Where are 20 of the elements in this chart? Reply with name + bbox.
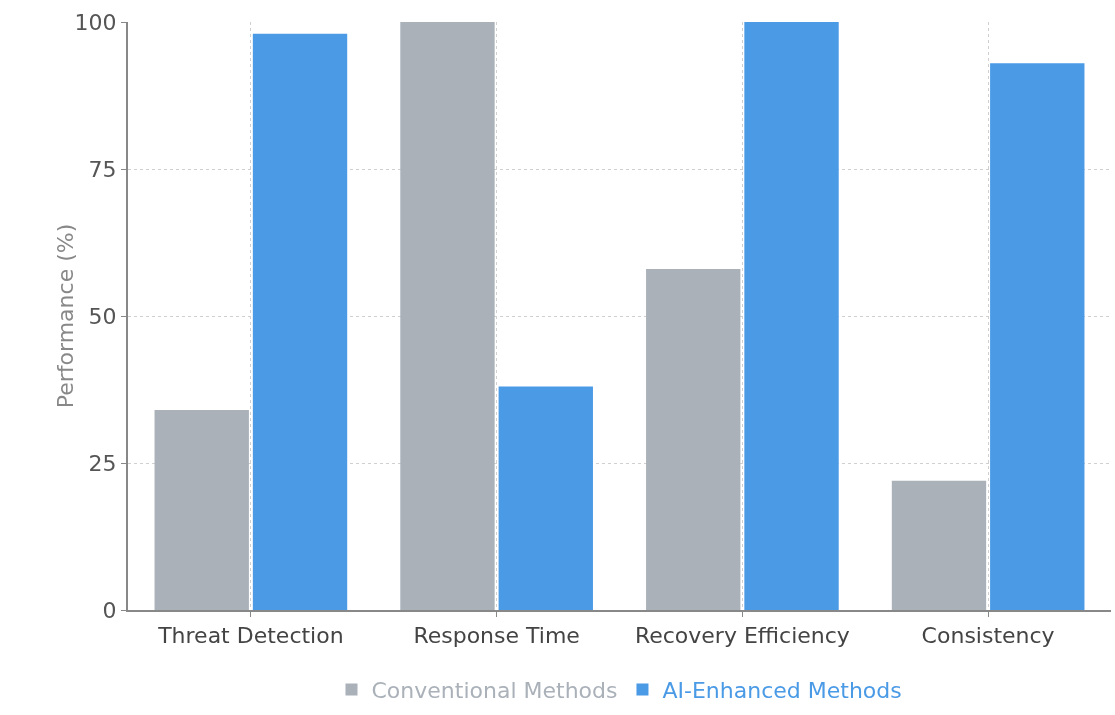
y-tick-label: 100 [74,9,117,35]
y-tick-label: 50 [88,303,117,329]
bar [400,22,495,610]
x-tick-label: Recovery Efficiency [634,623,850,649]
bar [646,268,741,610]
bar [498,386,593,610]
y-axis-title: Performance (%) [53,223,78,409]
bar [891,480,987,610]
legend-label: AI-Enhanced Methods [662,678,902,704]
bar [990,63,1085,610]
y-tick-label: 75 [88,156,117,182]
y-tick-label: 25 [88,450,117,476]
bar [744,22,839,610]
bar [154,410,249,610]
bar [252,33,348,610]
x-tick-label: Threat Detection [157,623,344,649]
y-tick-label: 0 [102,597,117,623]
x-tick-label: Response Time [413,623,580,649]
x-tick-label: Consistency [921,623,1055,649]
legend-label: Conventional Methods [371,678,618,704]
